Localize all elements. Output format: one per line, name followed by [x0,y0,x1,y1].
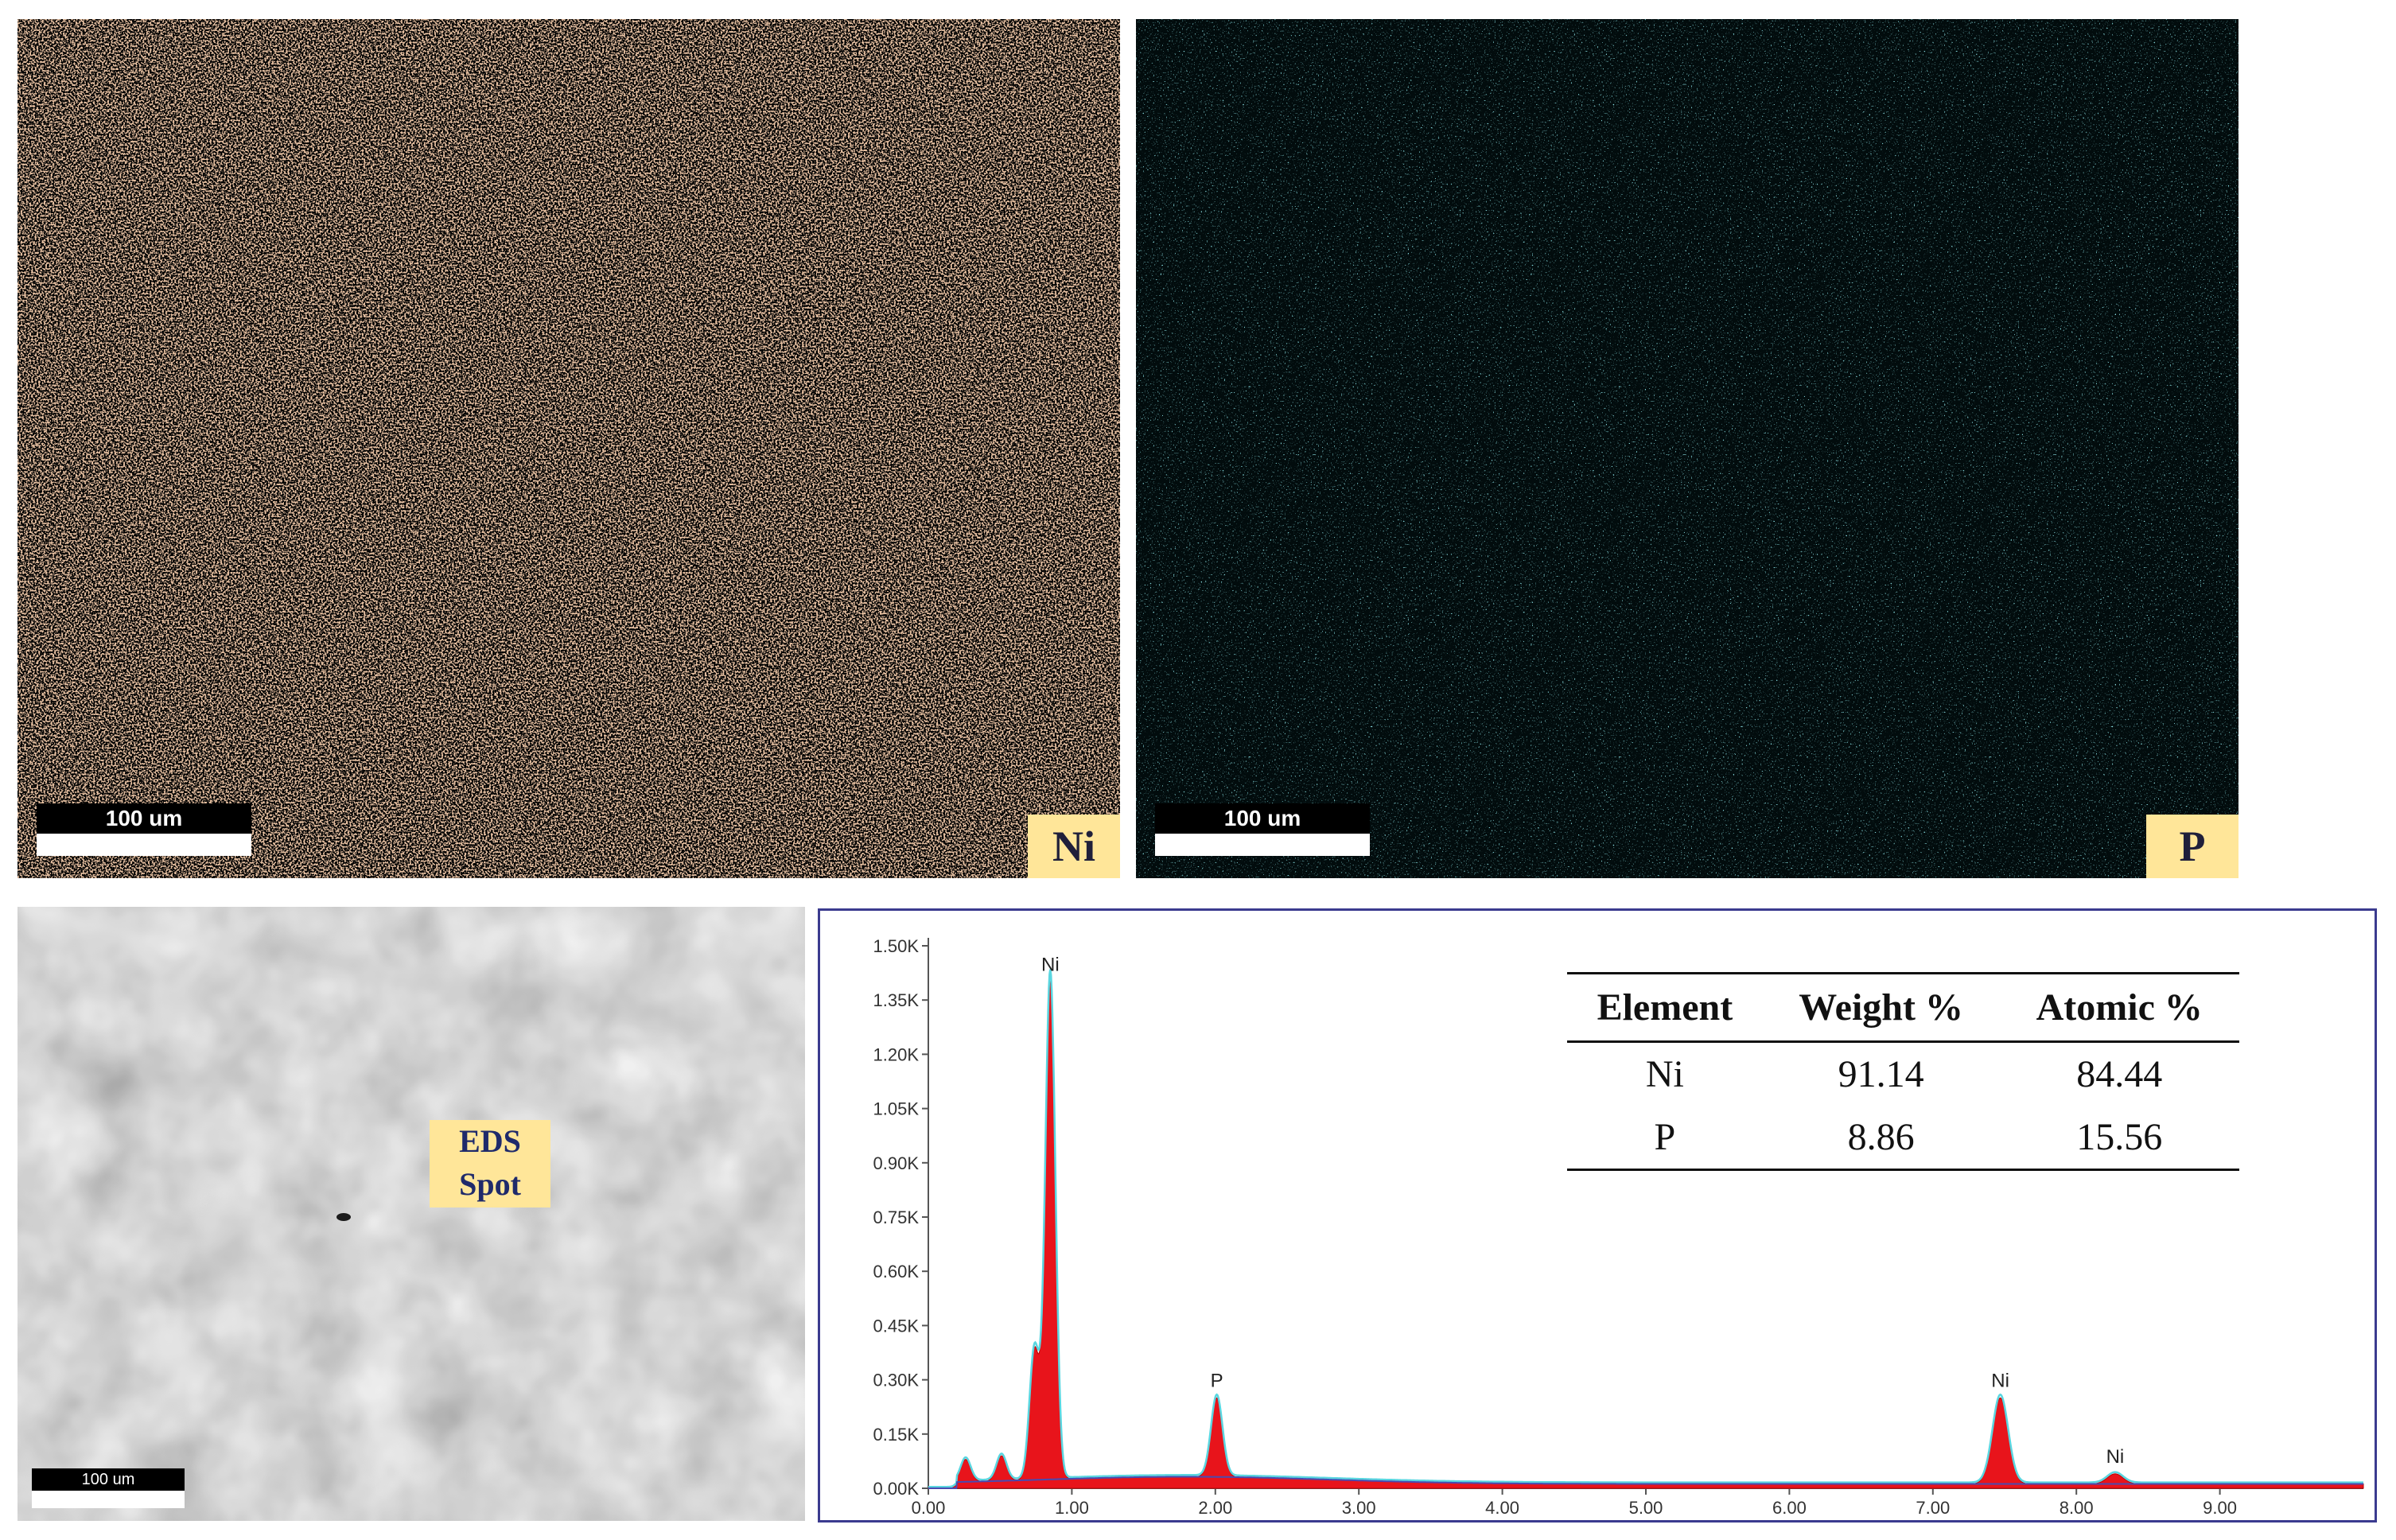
x-tick-label: 9.00 [2203,1498,2237,1518]
sem-scale-label: 100 um [32,1468,185,1491]
header-atomic: Atomic % [2036,986,2203,1029]
x-tick-label: 3.00 [1342,1498,1376,1518]
eds-spot-line1: EDS [459,1123,521,1159]
x-tick-label: 2.00 [1198,1498,1232,1518]
y-tick-label: 0.60K [873,1262,920,1281]
y-tick-label: 0.15K [873,1425,920,1445]
table-row: P 8.86 15.56 [1567,1106,2239,1170]
p-scale-label: 100 um [1155,803,1370,834]
peak-label: Ni [2106,1446,2125,1468]
x-tick-label: 4.00 [1485,1498,1519,1518]
x-tick-label: 6.00 [1772,1498,1807,1518]
eds-spot-label: EDS Spot [430,1120,550,1208]
header-weight: Weight % [1799,986,1963,1029]
ni-map-texture [18,19,1120,878]
p-scale-bar: 100 um [1155,803,1370,856]
y-tick-label: 1.05K [873,1099,920,1119]
ni-element-label: Ni [1028,815,1120,878]
sem-scale-bar: 100 um [32,1468,185,1508]
table-header-row: Element Weight % Atomic % [1567,973,2239,1042]
header-element: Element [1597,986,1733,1029]
cell-weight: 8.86 [1847,1116,1915,1158]
sem-texture [18,907,805,1521]
y-tick-label: 0.90K [873,1153,920,1173]
y-tick-label: 1.20K [873,1044,920,1064]
x-tick-label: 5.00 [1629,1498,1663,1518]
eds-spectrum-panel: 0.00K 0.15K 0.30K 0.45K 0.60K 0.75K 0.90K 1.05K… [818,908,2377,1522]
p-element-label: P [2146,815,2238,878]
eds-spot-line2: Spot [459,1166,521,1202]
y-tick-label: 0.00K [873,1479,920,1499]
spectrum-background-line [928,1476,2363,1489]
y-tick-label: 0.30K [873,1371,920,1390]
p-elemental-map: 100 um P [1136,19,2238,878]
cell-weight: 91.14 [1838,1053,1924,1095]
y-tick-label: 0.75K [873,1208,920,1227]
ni-elemental-map: 100 um Ni [18,19,1120,878]
cell-atomic: 84.44 [2076,1053,2163,1095]
spectrum-fit-line [928,969,2363,1488]
p-map-texture [1136,19,2238,878]
x-tick-label: 8.00 [2060,1498,2094,1518]
x-tick-label: 0.00 [912,1498,946,1518]
table-row: Ni 91.14 84.44 [1567,1042,2239,1106]
peak-label: Ni [1991,1370,2009,1391]
peak-label: Ni [1041,954,1060,975]
x-tick-label: 1.00 [1055,1498,1089,1518]
x-tick-label: 7.00 [1916,1498,1950,1518]
cell-element: P [1654,1116,1676,1158]
y-tick-label: 1.35K [873,990,920,1010]
y-tick-label: 1.50K [873,936,920,956]
y-tick-label: 0.45K [873,1316,920,1336]
peak-label: P [1211,1370,1223,1391]
ni-scale-bar: 100 um [37,803,251,856]
composition-table: Element Weight % Atomic % Ni 91.14 84.44… [1567,972,2239,1171]
ni-scale-label: 100 um [37,803,251,834]
cell-atomic: 15.56 [2076,1116,2163,1158]
eds-spectrum-chart: 0.00K 0.15K 0.30K 0.45K 0.60K 0.75K 0.90K 1.05K… [873,936,2364,1518]
sem-image: EDS Spot 100 um [18,907,805,1521]
cell-element: Ni [1645,1053,1684,1095]
